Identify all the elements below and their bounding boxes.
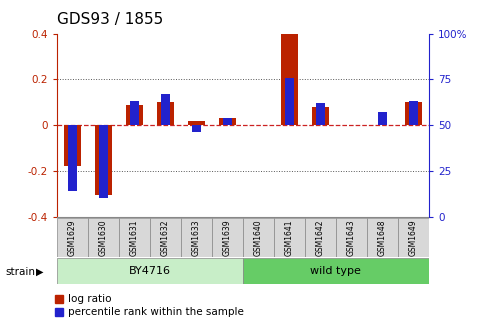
Text: GSM1642: GSM1642: [316, 219, 325, 256]
Legend: log ratio, percentile rank within the sample: log ratio, percentile rank within the sa…: [55, 294, 244, 317]
Text: GSM1629: GSM1629: [68, 219, 77, 256]
Bar: [161, 94, 170, 125]
Text: wild type: wild type: [311, 266, 361, 276]
Bar: [409, 101, 418, 125]
Bar: [150, 218, 181, 257]
Bar: [130, 101, 139, 125]
Bar: [192, 125, 201, 132]
Bar: [99, 125, 108, 198]
Bar: [57, 258, 243, 284]
Text: GSM1640: GSM1640: [254, 219, 263, 256]
Bar: [367, 218, 398, 257]
Text: GSM1633: GSM1633: [192, 219, 201, 256]
Text: GSM1649: GSM1649: [409, 219, 418, 256]
Bar: [378, 112, 387, 125]
Bar: [88, 218, 119, 257]
Text: GSM1632: GSM1632: [161, 219, 170, 256]
Bar: [188, 121, 205, 125]
Text: strain: strain: [5, 267, 35, 277]
Bar: [64, 125, 81, 166]
Bar: [243, 258, 429, 284]
Bar: [223, 118, 232, 125]
Bar: [68, 125, 77, 191]
Text: GSM1641: GSM1641: [285, 219, 294, 256]
Text: ▶: ▶: [36, 267, 43, 277]
Text: GSM1630: GSM1630: [99, 219, 108, 256]
Bar: [243, 218, 274, 257]
Bar: [274, 218, 305, 257]
Bar: [281, 34, 298, 125]
Bar: [57, 218, 88, 257]
Bar: [284, 78, 294, 125]
Bar: [119, 218, 150, 257]
Text: BY4716: BY4716: [129, 266, 171, 276]
Bar: [181, 218, 212, 257]
Text: GDS93 / 1855: GDS93 / 1855: [57, 12, 163, 27]
Bar: [95, 125, 112, 195]
Bar: [336, 218, 367, 257]
Bar: [126, 104, 143, 125]
Bar: [405, 102, 422, 125]
Bar: [305, 218, 336, 257]
Bar: [398, 218, 429, 257]
Bar: [312, 107, 329, 125]
Text: GSM1639: GSM1639: [223, 219, 232, 256]
Bar: [316, 103, 325, 125]
Text: GSM1648: GSM1648: [378, 219, 387, 256]
Text: GSM1643: GSM1643: [347, 219, 356, 256]
Bar: [212, 218, 243, 257]
Text: GSM1631: GSM1631: [130, 219, 139, 256]
Bar: [219, 118, 236, 125]
Bar: [157, 102, 174, 125]
